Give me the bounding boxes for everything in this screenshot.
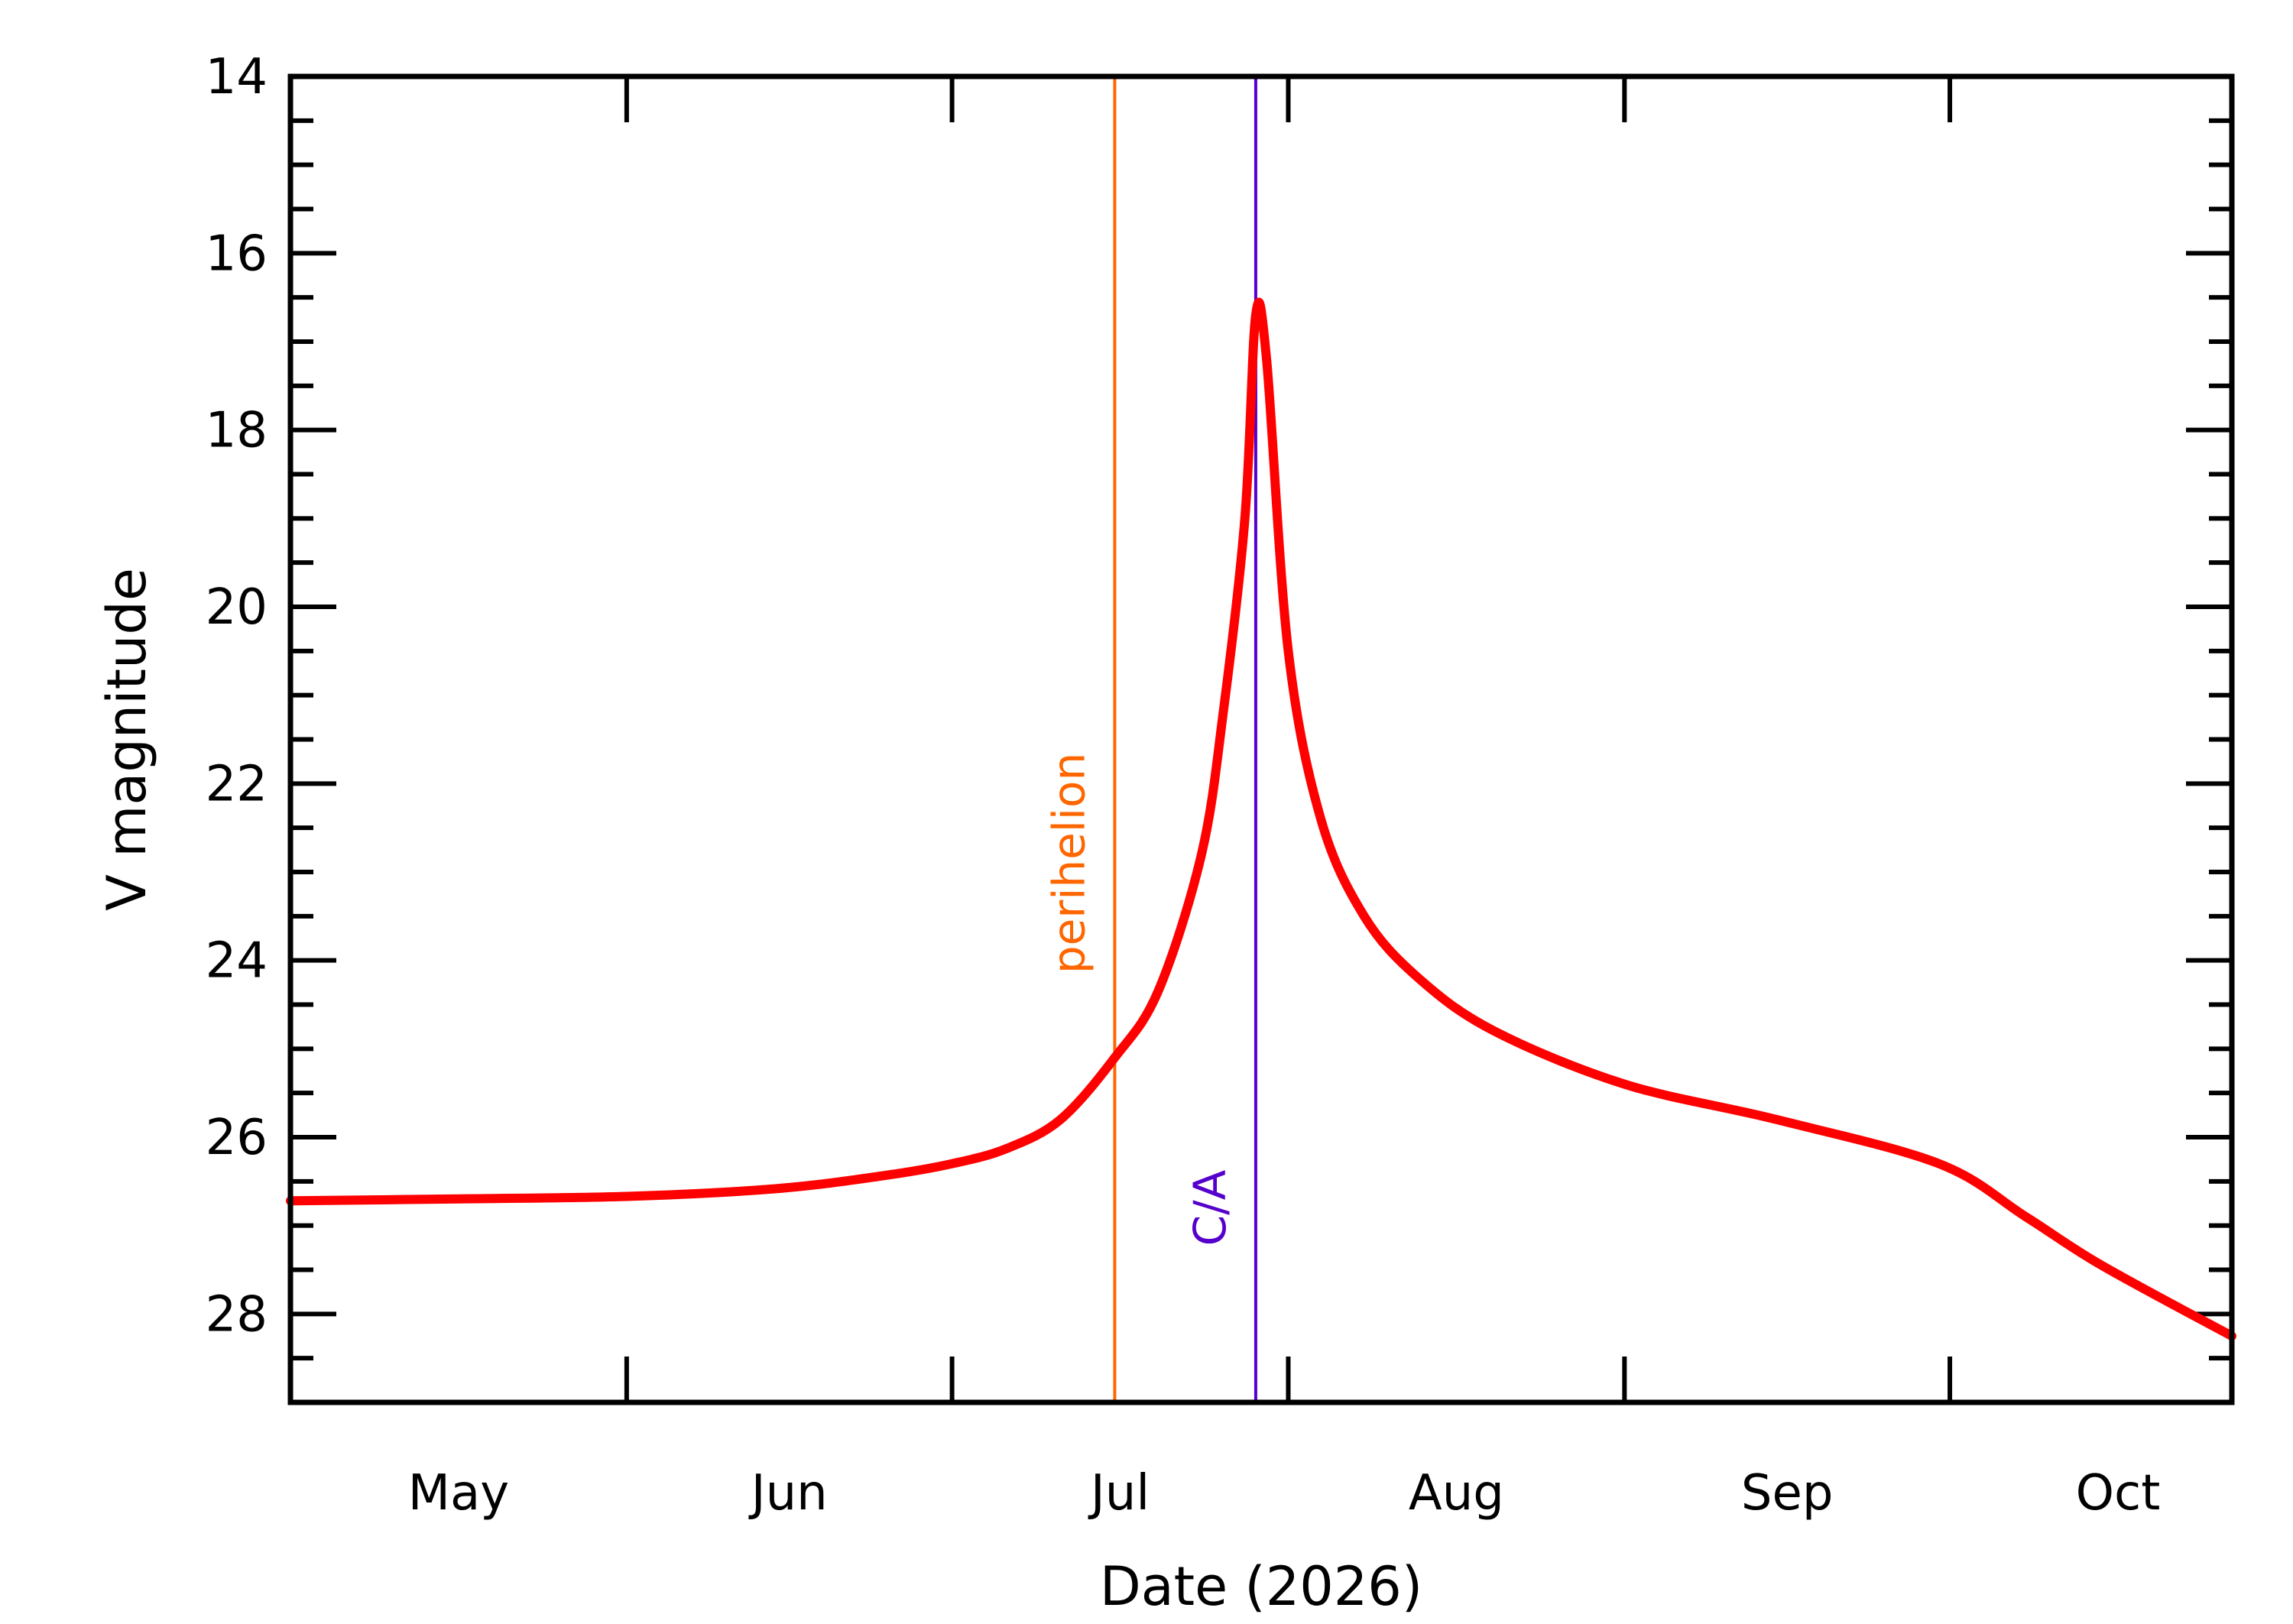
x-tick-label: Aug — [1409, 1465, 1504, 1522]
magnitude-curve — [286, 297, 2236, 1341]
x-tick-label: May — [408, 1465, 509, 1522]
x-tick-label: Sep — [1741, 1465, 1834, 1522]
marker-label-ca: C/A — [1184, 1169, 1236, 1246]
y-tick-label: 24 — [206, 933, 268, 990]
y-tick-label: 20 — [206, 579, 268, 636]
y-tick-label: 22 — [206, 756, 268, 812]
event-markers: perihelion C/A — [1043, 76, 1257, 1402]
tick-labels: May Jun Jul Aug Sep Oct 14 16 18 20 22 24 26 28 — [206, 49, 2161, 1522]
x-tick-label: Oct — [2076, 1465, 2161, 1522]
y-tick-label: 16 — [206, 225, 268, 282]
y-tick-label: 18 — [206, 403, 268, 459]
x-axis-label: Date (2026) — [1100, 1555, 1422, 1618]
y-tick-label: 14 — [206, 49, 268, 105]
marker-label-perihelion: perihelion — [1043, 753, 1095, 974]
axis-ticks — [290, 74, 2232, 1405]
y-tick-label: 28 — [206, 1286, 268, 1343]
x-tick-label: Jul — [1088, 1465, 1150, 1522]
series-layer — [286, 297, 2236, 1341]
y-tick-label: 26 — [206, 1110, 268, 1166]
plot-frame — [287, 73, 2235, 1405]
y-axis-label: V magnitude — [96, 568, 158, 911]
x-tick-label: Jun — [748, 1465, 828, 1522]
